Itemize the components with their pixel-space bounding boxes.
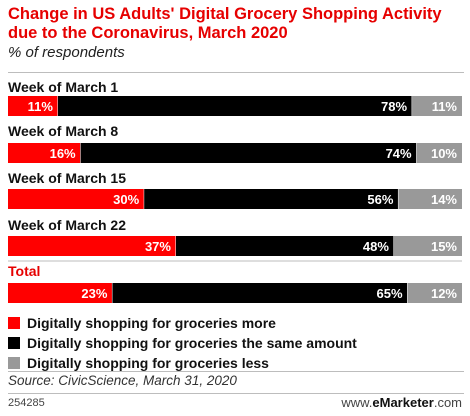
category-label: Week of March 1 [8, 79, 118, 95]
bar-segment [8, 236, 176, 256]
data-label: 12% [431, 286, 457, 301]
top-divider [8, 72, 464, 73]
brand-name: eMarketer [372, 395, 434, 410]
brand-logo: www.eMarketer.com [341, 395, 462, 410]
bar-segment [407, 283, 462, 303]
category-label: Week of March 15 [8, 170, 126, 186]
legend-item-less: Digitally shopping for groceries less [8, 353, 357, 373]
bar-segment [175, 236, 394, 256]
legend-swatch-less [8, 357, 20, 369]
bar-segment [8, 143, 81, 163]
legend-item-same: Digitally shopping for groceries the sam… [8, 333, 357, 353]
bar-segment [412, 96, 462, 116]
data-label: 56% [367, 192, 393, 207]
bar-segment [112, 283, 408, 303]
brand-suffix: .com [433, 395, 462, 410]
data-label: 11% [28, 99, 54, 114]
bar-segment [80, 143, 417, 163]
bottom-divider [8, 371, 464, 372]
data-label: 78% [381, 99, 407, 114]
category-label: Week of March 22 [8, 217, 126, 233]
bar-segment [398, 189, 462, 209]
source-note: Source: CivicScience, March 31, 2020 [8, 373, 237, 388]
data-label: 48% [363, 239, 389, 254]
bar-segment [57, 96, 413, 116]
bar-segment [8, 283, 113, 303]
brand-prefix: www. [341, 395, 373, 410]
footer-divider [8, 393, 464, 394]
data-label: 65% [376, 286, 402, 301]
bar-segment [416, 143, 462, 163]
data-label: 11% [432, 99, 458, 114]
chart-legend: Digitally shopping for groceries more Di… [8, 313, 357, 373]
data-label: 23% [81, 286, 107, 301]
legend-label-more: Digitally shopping for groceries more [27, 315, 276, 331]
chart-id: 254285 [8, 397, 45, 409]
data-label: 74% [386, 146, 412, 161]
chart-title: Change in US Adults' Digital Grocery Sho… [8, 5, 442, 42]
data-label: 14% [431, 192, 457, 207]
legend-swatch-same [8, 337, 20, 349]
bar-segment [393, 236, 462, 256]
chart-subtitle: % of respondents [8, 44, 125, 61]
legend-label-less: Digitally shopping for groceries less [27, 355, 269, 371]
legend-item-more: Digitally shopping for groceries more [8, 313, 357, 333]
data-label: 16% [50, 146, 76, 161]
data-label: 30% [113, 192, 139, 207]
data-label: 15% [431, 239, 457, 254]
data-label: 10% [431, 146, 457, 161]
category-label: Week of March 8 [8, 123, 118, 139]
bar-segment [8, 96, 58, 116]
legend-swatch-more [8, 317, 20, 329]
bar-segment [144, 189, 399, 209]
bar-segment [8, 189, 145, 209]
category-label: Total [8, 263, 40, 279]
stacked-bar-chart: Week of March 1 11% 78% 11% Week of March 8 1… [8, 79, 462, 303]
legend-label-same: Digitally shopping for groceries the sam… [27, 335, 357, 351]
data-label: 37% [145, 239, 171, 254]
